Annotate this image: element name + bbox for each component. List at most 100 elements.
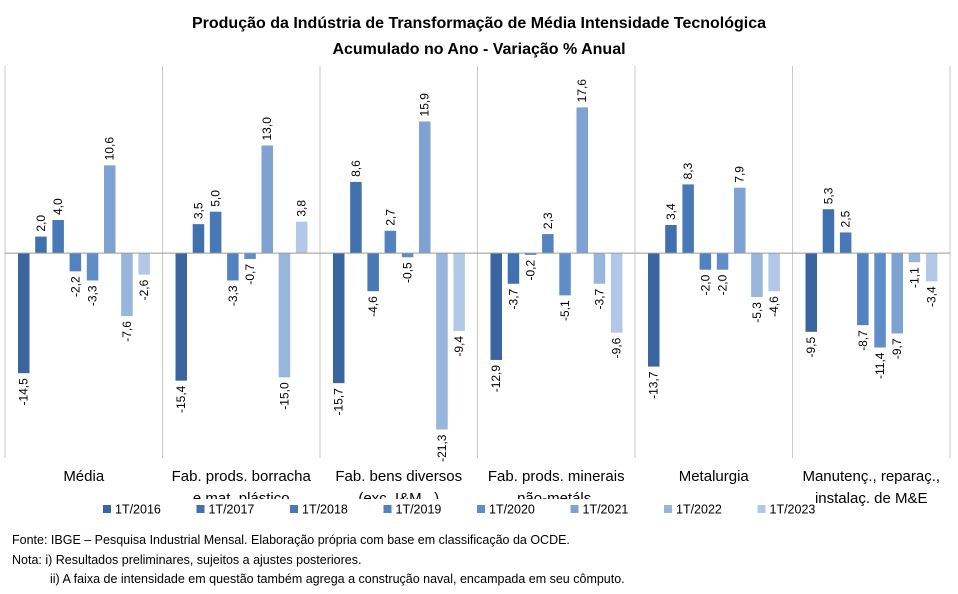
data-label: -2,2 xyxy=(68,276,82,297)
data-label: 8,6 xyxy=(349,160,363,177)
bar-1T-2022 xyxy=(593,253,606,284)
data-label: -3,3 xyxy=(86,285,100,306)
bar-1T-2019 xyxy=(384,230,397,254)
note-1: Nota: i) Resultados preliminares, sujeit… xyxy=(12,553,362,567)
bar-1T-2023 xyxy=(138,253,150,275)
bar-1T-2016 xyxy=(805,253,817,332)
legend: 1T/2016 1T/2017 1T/2018 1T/2019 1T/2020 1T/20… xyxy=(95,499,815,519)
bar-1T-2020 xyxy=(244,253,256,259)
bar-1T-2022 xyxy=(908,253,921,263)
data-label: -13,7 xyxy=(647,371,661,399)
bar-1T-2016 xyxy=(18,253,30,374)
bar-1T-2016 xyxy=(333,253,345,384)
data-label: -0,7 xyxy=(243,264,257,285)
bar-1T-2022 xyxy=(751,253,763,298)
data-label: -9,7 xyxy=(890,338,904,359)
bar-1T-2020 xyxy=(874,253,886,348)
data-label: 10,6 xyxy=(103,137,117,161)
legend-swatch xyxy=(570,505,579,513)
data-label: -3,4 xyxy=(925,286,939,307)
data-label: 3,4 xyxy=(664,203,678,220)
bar-1T-2023 xyxy=(768,253,780,292)
data-label: -8,7 xyxy=(856,330,870,351)
legend-swatch xyxy=(290,505,298,513)
legend-label: 1T/2022 xyxy=(676,503,722,517)
source-note: Fonte: IBGE – Pesquisa Industrial Mensal… xyxy=(12,533,570,547)
bar-1T-2016 xyxy=(175,253,187,381)
data-label: -9,5 xyxy=(804,336,818,357)
bar-1T-2017 xyxy=(665,224,677,254)
bar-1T-2021 xyxy=(261,145,273,254)
data-label: 5,0 xyxy=(209,190,223,207)
category-label: Metalurgia xyxy=(679,468,750,485)
bar-1T-2019 xyxy=(699,253,712,270)
bar-1T-2021 xyxy=(891,253,903,334)
data-label: -7,6 xyxy=(120,321,134,342)
data-label: -3,7 xyxy=(592,288,606,309)
data-label: 7,9 xyxy=(733,166,747,183)
bar-1T-2019 xyxy=(69,253,82,272)
bar-1T-2021 xyxy=(734,187,746,254)
bar-1T-2022 xyxy=(436,253,448,430)
data-label: 15,9 xyxy=(418,93,432,117)
data-label: -0,2 xyxy=(524,259,538,280)
category-label: Fab. prods. borracha xyxy=(172,468,312,485)
data-label: 2,3 xyxy=(541,212,555,229)
chart-subtitle: Acumulado no Ano - Variação % Anual xyxy=(332,41,625,58)
legend-label: 1T/2017 xyxy=(209,503,255,517)
bar-1T-2019 xyxy=(227,253,239,281)
bar-1T-2023 xyxy=(453,253,465,331)
bar-1T-2021 xyxy=(419,121,431,254)
plot-area: -14,5 2,04,0 -2,2 -3,3 10,6 -7,6 -2,6 -15,4 3,5 5… xyxy=(4,66,951,507)
data-label: -2,0 xyxy=(698,274,712,295)
bar-1T-2020 xyxy=(86,253,99,281)
data-label: -5,1 xyxy=(558,300,572,321)
legend-swatch xyxy=(383,505,392,513)
bar-1T-2018 xyxy=(682,184,694,254)
data-label: -21,3 xyxy=(435,434,449,462)
category-label: instalaç. de M&E xyxy=(815,490,928,507)
data-label: -3,3 xyxy=(226,285,240,306)
bar-1T-2023 xyxy=(925,253,938,282)
data-label: -14,5 xyxy=(17,378,31,406)
data-label: -11,4 xyxy=(873,352,887,379)
data-label: -9,4 xyxy=(452,336,466,357)
legend-swatch xyxy=(477,505,485,513)
data-label: 13,0 xyxy=(260,117,274,141)
data-label: 2,7 xyxy=(383,209,397,226)
data-label: -3,7 xyxy=(506,288,520,309)
legend-label: 1T/2020 xyxy=(489,503,535,517)
data-label: -2,0 xyxy=(716,274,730,295)
bar-1T-2017 xyxy=(35,236,47,254)
legend-label: 1T/2016 xyxy=(115,503,161,517)
legend-swatch xyxy=(103,505,111,513)
bar-1T-2016 xyxy=(490,253,502,360)
bar-1T-2022 xyxy=(278,253,291,378)
data-label: 2,0 xyxy=(34,215,48,232)
bar-1T-2018 xyxy=(839,232,852,254)
bar-1T-2021 xyxy=(576,107,588,254)
data-label: 17,6 xyxy=(575,79,589,103)
data-label: -1,1 xyxy=(907,267,921,288)
legend-swatch xyxy=(757,505,766,513)
data-label: -15,7 xyxy=(332,388,346,416)
bar-1T-2018 xyxy=(209,211,222,254)
bar-1T-2018 xyxy=(524,253,537,255)
data-label: 2,5 xyxy=(839,210,853,227)
data-label: 3,8 xyxy=(295,200,309,217)
data-label: -5,3 xyxy=(750,302,764,323)
chart-title: Produção da Indústria de Transformação d… xyxy=(192,15,766,32)
legend-background xyxy=(95,499,815,519)
data-label: -0,5 xyxy=(401,262,415,283)
bar-1T-2021 xyxy=(104,165,116,254)
data-label: -15,0 xyxy=(277,382,291,410)
bar-1T-2017 xyxy=(350,181,362,254)
bar-1T-2019 xyxy=(542,234,554,254)
legend-swatch xyxy=(664,505,672,513)
bar-1T-2019 xyxy=(857,253,869,326)
legend-label: 1T/2018 xyxy=(302,503,348,517)
bar-1T-2020 xyxy=(716,253,729,270)
bar-1T-2016 xyxy=(648,253,660,367)
category-label: Fab. prods. minerais xyxy=(488,468,625,485)
